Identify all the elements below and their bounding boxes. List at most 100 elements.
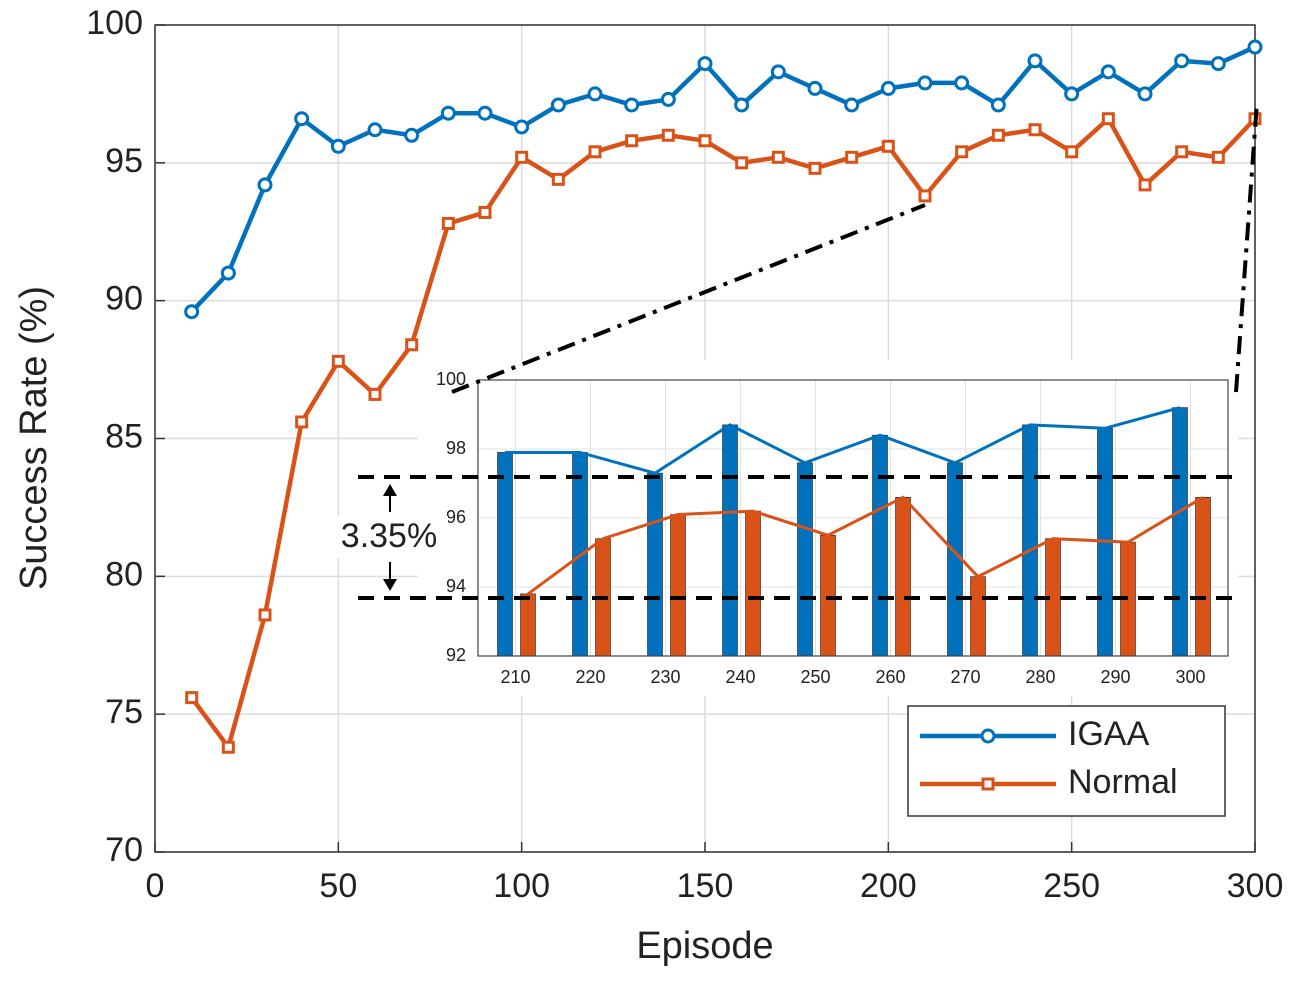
x-tick-label: 200: [860, 867, 917, 905]
marker: [515, 150, 529, 164]
marker: [1137, 86, 1153, 102]
marker: [405, 338, 419, 352]
marker: [917, 75, 933, 91]
x-tick-label: 150: [677, 867, 734, 905]
marker: [990, 97, 1006, 113]
y-tick-label: 90: [105, 280, 143, 318]
marker: [881, 139, 895, 153]
marker: [367, 122, 383, 138]
bar: [1195, 496, 1211, 657]
legend-label: IGAA: [1068, 715, 1150, 753]
marker: [478, 205, 492, 219]
x-tick-label: 250: [800, 667, 830, 687]
bar: [670, 514, 686, 657]
marker: [330, 138, 346, 154]
legend-marker: [981, 777, 995, 791]
marker: [771, 150, 785, 164]
marker: [660, 91, 676, 107]
marker: [588, 145, 602, 159]
marker: [1100, 64, 1116, 80]
y-tick-label: 75: [105, 693, 143, 731]
marker: [625, 134, 639, 148]
annotation: 3.35%: [330, 475, 1232, 600]
x-tick-label: 290: [1100, 667, 1130, 687]
marker: [1247, 39, 1263, 55]
marker: [808, 161, 822, 175]
marker: [991, 128, 1005, 142]
marker: [404, 127, 420, 143]
marker: [294, 111, 310, 127]
bar: [895, 496, 911, 657]
marker: [331, 354, 345, 368]
x-tick-label: 250: [1043, 867, 1100, 905]
x-tick-label: 210: [500, 667, 530, 687]
y-tick-label: 100: [86, 4, 143, 42]
y-axis-label: Success Rate (%): [13, 286, 55, 590]
marker: [258, 608, 272, 622]
axes-box: [154, 24, 1256, 853]
marker: [955, 145, 969, 159]
bar: [647, 472, 663, 657]
marker: [880, 80, 896, 96]
y-tick-label: 98: [446, 438, 466, 458]
marker: [295, 415, 309, 429]
x-tick-label: 230: [650, 667, 680, 687]
legend-label: Normal: [1068, 763, 1178, 801]
arrow-head: [383, 579, 397, 591]
marker: [368, 387, 382, 401]
marker: [624, 97, 640, 113]
inset-plot: 92 94 96 98 100 210 220 230 240 250 260 270 280 290 30…: [418, 360, 1238, 696]
marker: [1174, 53, 1190, 69]
marker: [441, 216, 455, 230]
marker: [514, 119, 530, 135]
marker: [1065, 145, 1079, 159]
marker: [440, 105, 456, 121]
marker: [1027, 53, 1043, 69]
legend-box: [907, 705, 1226, 817]
marker: [1101, 112, 1115, 126]
marker: [807, 80, 823, 96]
marker: [1211, 150, 1225, 164]
x-tick-label: 260: [875, 667, 905, 687]
x-tick-label: 270: [950, 667, 980, 687]
marker: [550, 97, 566, 113]
y-tick-label: 92: [446, 645, 466, 665]
x-tick-label: 300: [1175, 667, 1205, 687]
bar: [970, 576, 986, 657]
marker: [845, 150, 859, 164]
series-line: [505, 406, 1181, 475]
marker: [918, 189, 932, 203]
marker: [735, 156, 749, 170]
bar: [520, 593, 536, 657]
marker: [954, 75, 970, 91]
marker: [697, 56, 713, 72]
series-line: [527, 495, 1204, 596]
zoom-line: [1234, 101, 1259, 393]
y-tick-label: 96: [446, 507, 466, 527]
marker: [1175, 145, 1189, 159]
x-tick-label: 280: [1025, 667, 1055, 687]
y-tick-label: 85: [105, 417, 143, 455]
bar: [722, 424, 738, 657]
marker: [220, 265, 236, 281]
legend-marker: [980, 728, 996, 744]
bar: [1022, 424, 1038, 657]
x-tick-label: 220: [575, 667, 605, 687]
x-tick-label: 300: [1227, 867, 1284, 905]
marker: [770, 64, 786, 80]
arrow-head: [383, 484, 397, 496]
bar: [497, 452, 513, 657]
zoom-guides: [451, 101, 1259, 394]
y-tick-label: 95: [105, 142, 143, 180]
bar: [820, 534, 836, 657]
marker: [734, 97, 750, 113]
x-tick-label: 240: [725, 667, 755, 687]
x-axis-label: Episode: [636, 925, 773, 967]
annotation-bg: [330, 516, 448, 558]
legend: IGAA Normal: [907, 705, 1226, 817]
marker: [844, 97, 860, 113]
marker: [477, 105, 493, 121]
marker: [1064, 86, 1080, 102]
marker: [1138, 178, 1152, 192]
